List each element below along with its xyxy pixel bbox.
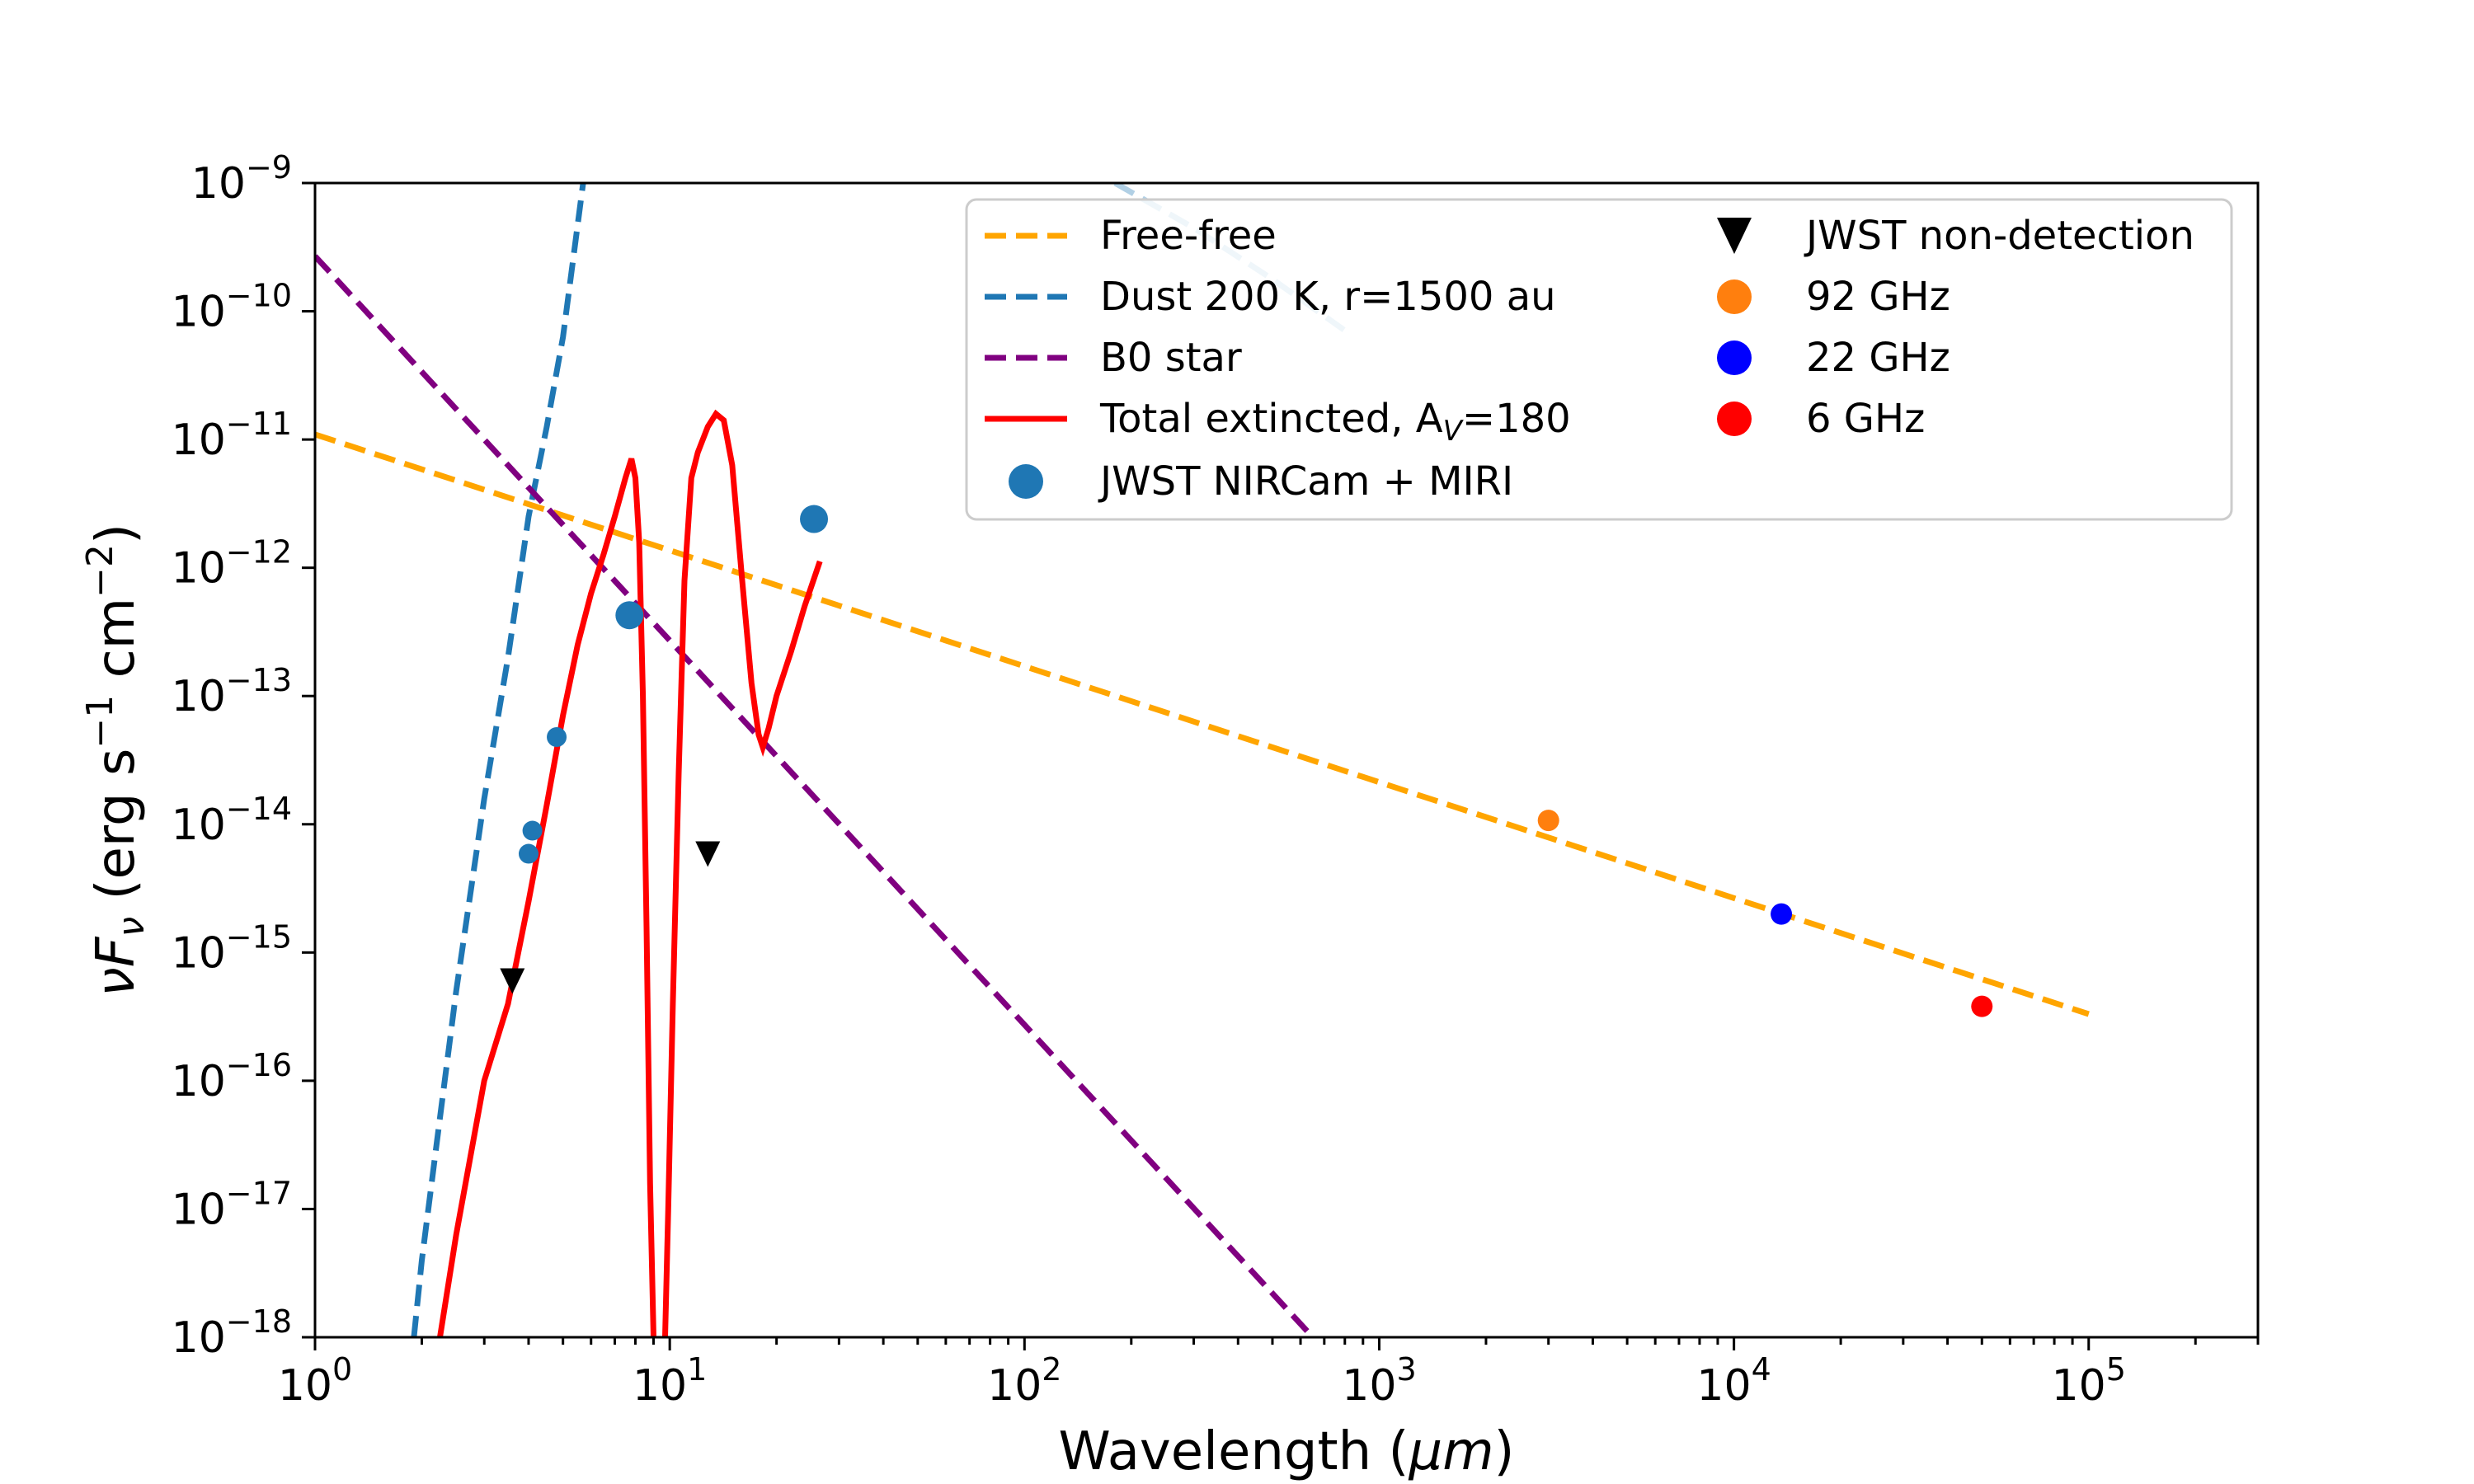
y-tick-labels: 10−18 10−17 10−16 10−15 10−14 10−13 10−12 10−11… bbox=[172, 149, 292, 1363]
y-tick-label-8: 10−10 bbox=[172, 278, 292, 337]
legend-label-nondet: JWST non-detection bbox=[1804, 213, 2194, 259]
legend-label-free-free: Free-free bbox=[1100, 213, 1277, 259]
y-tick-label-6: 10−12 bbox=[172, 534, 292, 594]
legend-label-jwst: JWST NIRCam + MIRI bbox=[1098, 458, 1513, 505]
legend-box bbox=[965, 198, 2233, 521]
point-jwst-0 bbox=[518, 843, 539, 864]
legend-label-6ghz: 6 GHz bbox=[1806, 396, 1925, 442]
x-tick-label-4: 104 bbox=[1696, 1351, 1771, 1411]
y-tick-label-5: 10−13 bbox=[172, 662, 292, 721]
series-line-dust bbox=[411, 183, 586, 1337]
axis-ticks bbox=[302, 181, 2260, 1350]
x-tick-label-0: 100 bbox=[278, 1351, 352, 1411]
x-axis-label: Wavelength (μm) bbox=[1059, 1421, 1515, 1482]
point-ghz92-0 bbox=[1537, 810, 1559, 832]
point-ghz6-0 bbox=[1971, 995, 1993, 1017]
plot-frame bbox=[313, 181, 2260, 1339]
legend-label-b0: B0 star bbox=[1100, 335, 1242, 381]
legend-label-total: Total extincted, AV=180 bbox=[1099, 396, 1571, 448]
x-tick-label-3: 103 bbox=[1342, 1351, 1416, 1411]
point-ghz22-0 bbox=[1771, 903, 1793, 925]
y-tick-label-9: 10−9 bbox=[191, 149, 292, 209]
point-nondet-1 bbox=[695, 841, 721, 867]
x-tick-labels: 100 101 102 103 104 105 bbox=[278, 1351, 2126, 1411]
y-tick-label-3: 10−15 bbox=[172, 918, 292, 978]
point-jwst-2 bbox=[547, 727, 567, 747]
y-axis-label: νFν (erg s−1 cm−2) bbox=[79, 524, 153, 997]
legend-label-92ghz: 92 GHz bbox=[1806, 274, 1950, 320]
legend-marker-22ghz bbox=[1717, 340, 1752, 375]
x-tick-label-2: 102 bbox=[987, 1351, 1061, 1411]
y-tick-label-1: 10−17 bbox=[172, 1175, 292, 1234]
legend-label-22ghz: 22 GHz bbox=[1806, 335, 1950, 381]
series-line-free-free bbox=[315, 431, 2090, 1017]
point-jwst-4 bbox=[800, 505, 829, 533]
series-line-total bbox=[437, 458, 656, 1337]
legend: Free-free Dust 200 K, r=1500 au B0 star … bbox=[965, 198, 2233, 521]
point-jwst-3 bbox=[615, 601, 644, 630]
y-tick-label-2: 10−16 bbox=[172, 1047, 292, 1106]
legend-marker-6ghz bbox=[1717, 402, 1752, 436]
legend-marker-nondet bbox=[1717, 218, 1752, 254]
series-points bbox=[500, 505, 1993, 1017]
point-nondet-0 bbox=[500, 968, 525, 994]
series-line-total-seg2 bbox=[662, 409, 823, 1337]
point-jwst-1 bbox=[522, 820, 543, 841]
legend-marker-jwst bbox=[1009, 464, 1043, 499]
y-tick-label-7: 10−11 bbox=[172, 406, 292, 465]
y-tick-label-0: 10−18 bbox=[172, 1303, 292, 1363]
series-line-b0 bbox=[315, 254, 1315, 1337]
x-tick-label-5: 105 bbox=[2052, 1351, 2126, 1411]
legend-marker-92ghz bbox=[1717, 279, 1752, 314]
legend-label-dust: Dust 200 K, r=1500 au bbox=[1100, 274, 1556, 320]
y-tick-label-4: 10−14 bbox=[172, 791, 292, 850]
x-tick-label-1: 101 bbox=[633, 1351, 707, 1411]
